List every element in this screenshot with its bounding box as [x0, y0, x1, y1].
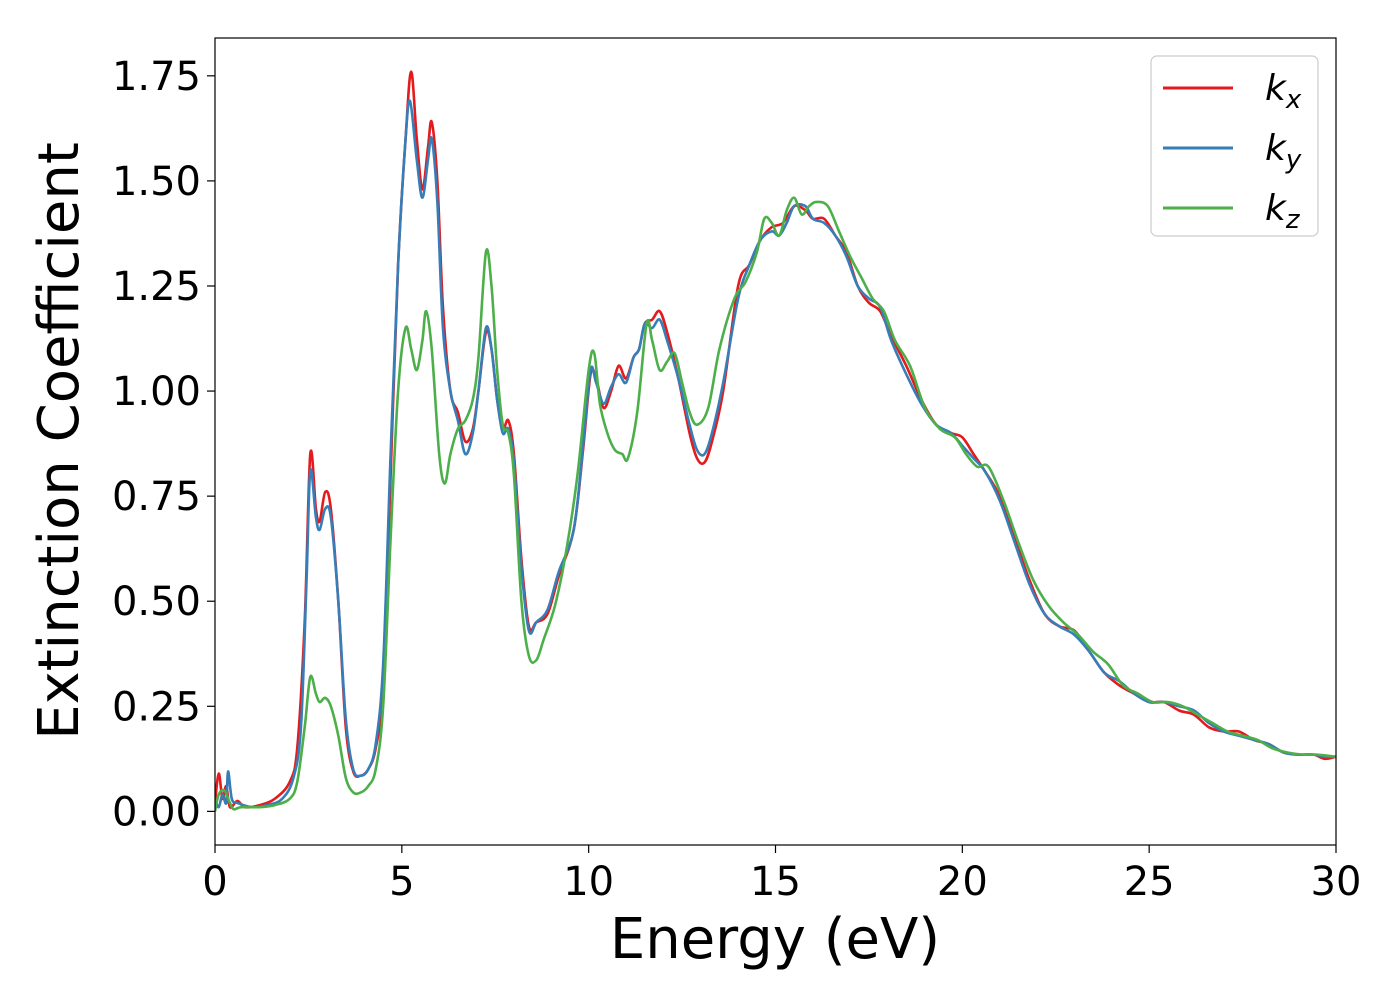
x-tick-label: 5 [389, 859, 414, 905]
y-axis-title: Extinction Coefficient [27, 142, 92, 740]
legend-label-kx: kx [1265, 68, 1302, 115]
legend-label-kz: kz [1265, 188, 1301, 235]
y-tick-label: 1.75 [112, 54, 201, 100]
x-tick-label: 30 [1311, 859, 1362, 905]
series-layer [215, 70, 1336, 812]
y-tick-label: 0.50 [112, 579, 201, 625]
x-tick-label: 15 [750, 859, 801, 905]
series-line-kz [215, 196, 1336, 812]
x-tick-label: 25 [1124, 859, 1175, 905]
y-tick-label: 0.00 [112, 789, 201, 835]
x-tick-label: 0 [202, 859, 227, 905]
x-tick-label: 20 [937, 859, 988, 905]
series-line-ky [215, 99, 1336, 809]
legend: kx ky kz [1150, 55, 1319, 237]
x-tick-label: 10 [563, 859, 614, 905]
y-axis-ticks: 0.00 0.25 0.50 0.75 1.00 1.25 1.50 1.75 [112, 54, 215, 835]
y-tick-label: 1.25 [112, 264, 201, 310]
y-tick-label: 1.00 [112, 369, 201, 415]
y-tick-label: 1.50 [112, 159, 201, 205]
x-axis-ticks: 0 5 10 15 20 25 30 [202, 845, 1361, 905]
x-axis-title: Energy (eV) [610, 907, 940, 972]
y-tick-label: 0.25 [112, 684, 201, 730]
legend-label-ky: ky [1265, 128, 1302, 175]
legend-box [1150, 55, 1319, 237]
y-tick-label: 0.75 [112, 474, 201, 520]
